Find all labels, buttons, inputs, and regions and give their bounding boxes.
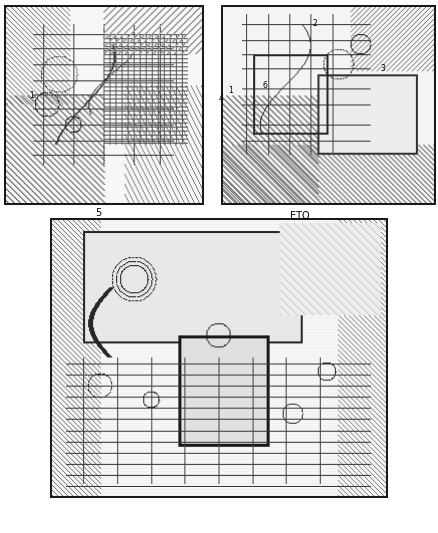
Text: 1: 1 [229,86,233,95]
Text: 4: 4 [219,94,224,103]
Text: ETO: ETO [290,211,310,221]
Text: 1: 1 [29,92,34,100]
Text: 5: 5 [95,208,102,218]
Text: 6: 6 [262,81,268,90]
Text: 3: 3 [381,64,386,72]
Text: 2: 2 [313,20,318,28]
